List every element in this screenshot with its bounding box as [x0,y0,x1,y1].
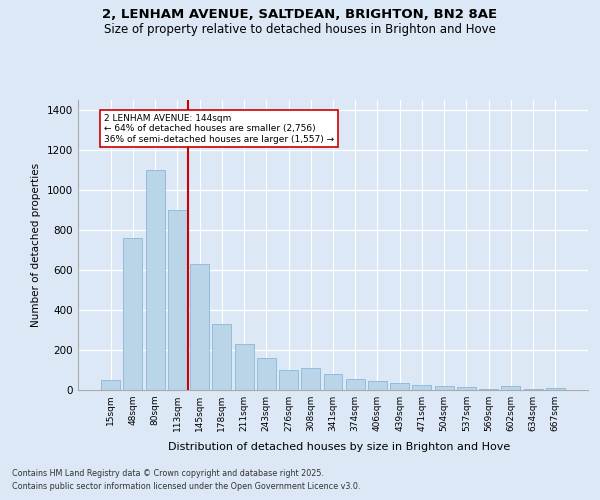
Bar [101,380,120,390]
Bar [323,374,343,390]
Bar [479,389,498,390]
Bar [368,381,387,390]
Bar [390,383,409,390]
Bar [524,389,542,390]
Bar [412,385,431,390]
Bar [346,379,365,390]
Text: 2, LENHAM AVENUE, SALTDEAN, BRIGHTON, BN2 8AE: 2, LENHAM AVENUE, SALTDEAN, BRIGHTON, BN… [103,8,497,20]
Text: 2 LENHAM AVENUE: 144sqm
← 64% of detached houses are smaller (2,756)
36% of semi: 2 LENHAM AVENUE: 144sqm ← 64% of detache… [104,114,334,144]
Bar [235,344,254,390]
Text: Contains HM Land Registry data © Crown copyright and database right 2025.: Contains HM Land Registry data © Crown c… [12,468,324,477]
Bar [146,170,164,390]
Bar [124,238,142,390]
Text: Size of property relative to detached houses in Brighton and Hove: Size of property relative to detached ho… [104,22,496,36]
Bar [168,210,187,390]
Bar [435,386,454,390]
Bar [546,388,565,390]
Bar [257,358,276,390]
Bar [212,324,231,390]
Text: Contains public sector information licensed under the Open Government Licence v3: Contains public sector information licen… [12,482,361,491]
Bar [279,370,298,390]
Text: Distribution of detached houses by size in Brighton and Hove: Distribution of detached houses by size … [168,442,510,452]
Bar [457,387,476,390]
Bar [502,386,520,390]
Y-axis label: Number of detached properties: Number of detached properties [31,163,41,327]
Bar [301,368,320,390]
Bar [190,264,209,390]
